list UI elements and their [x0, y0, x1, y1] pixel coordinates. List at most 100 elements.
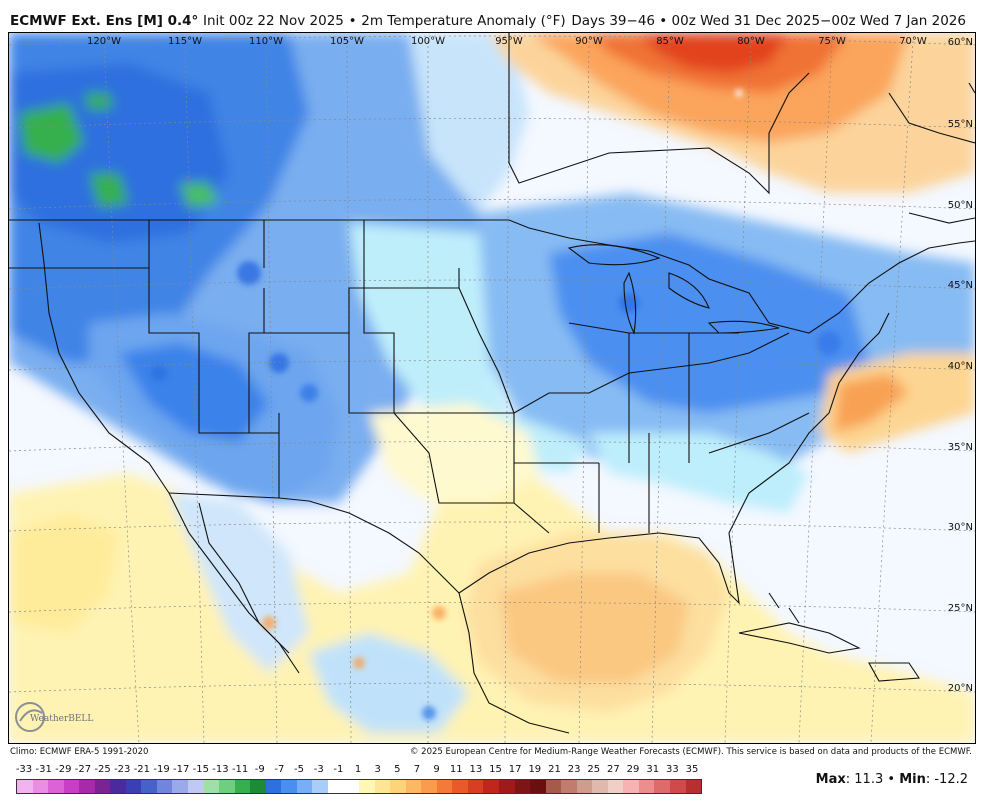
lat-label: 55°N — [948, 119, 973, 130]
colorbar-tick-label: 13 — [469, 764, 483, 775]
longitude-labels: 120°W 115°W 110°W 105°W 100°W 95°W 90°W … — [87, 36, 927, 47]
lat-label: 30°N — [948, 522, 973, 533]
init-time: Init 00z 22 Nov 2025 — [203, 13, 344, 29]
svg-text:WeatherBELL: WeatherBELL — [30, 714, 93, 724]
colorbar-swatch — [48, 780, 64, 793]
colorbar-swatch — [219, 780, 235, 793]
copyright-note: © 2025 European Centre for Medium-Range … — [409, 747, 972, 757]
lat-label: 50°N — [948, 200, 973, 211]
min-label: Min — [899, 772, 926, 787]
lat-label: 45°N — [948, 280, 973, 291]
colorbar-swatch — [669, 780, 686, 793]
valid-period: Days 39−46 • 00z Wed 31 Dec 2025−00z Wed… — [571, 13, 966, 29]
colorbar-swatch — [327, 780, 344, 793]
lat-label: 25°N — [948, 603, 973, 614]
max-min-readout: Max: 11.3 • Min: -12.2 — [815, 772, 968, 787]
colorbar-tick-label: -9 — [254, 764, 265, 775]
colorbar-tick-label: 27 — [607, 764, 620, 775]
colorbar-tick-label: 29 — [626, 764, 640, 775]
colorbar-swatch — [607, 780, 624, 793]
colorbar-tick-label: 11 — [449, 764, 463, 775]
lon-label: 105°W — [330, 36, 364, 47]
colorbar-swatch — [405, 780, 422, 793]
colorbar-tick-label: 9 — [433, 764, 440, 775]
model-name: ECMWF Ext. Ens [M] 0.4° — [10, 13, 199, 29]
colorbar-swatch — [436, 780, 453, 793]
colorbar-tick-label: -17 — [173, 764, 190, 775]
colorbar-tick-label: 21 — [548, 764, 561, 775]
colorbar-swatch — [483, 780, 499, 793]
colorbar-swatch — [530, 780, 546, 793]
colorbar-swatch — [359, 780, 375, 793]
field-name: 2m Temperature Anomaly (°F) — [361, 13, 566, 29]
colorbar-tick-label: 17 — [508, 764, 522, 775]
anomaly-detail — [151, 89, 841, 720]
lon-label: 120°W — [87, 36, 121, 47]
max-label: Max — [815, 772, 846, 787]
colorbar-swatch — [638, 780, 655, 793]
temperature-anomaly-map: 120°W 115°W 110°W 105°W 100°W 95°W 90°W … — [8, 32, 976, 744]
colorbar-swatch — [623, 780, 639, 793]
colorbar: -33 -31 -29 -27 -25 -23 -21 -19 -17 -15 -13 -11 -9 -7… — [16, 764, 706, 804]
colorbar-swatch — [203, 780, 220, 793]
colorbar-tick-label: 7 — [413, 764, 421, 775]
climo-note: Climo: ECMWF ERA-5 1991-2020 — [10, 747, 149, 757]
lon-label: 95°W — [495, 36, 523, 47]
colorbar-scale — [16, 779, 702, 794]
colorbar-tick-label: -1 — [333, 764, 344, 775]
lon-label: 80°W — [737, 36, 765, 47]
lon-label: 90°W — [575, 36, 603, 47]
lon-label: 100°W — [411, 36, 445, 47]
colorbar-swatch — [141, 780, 157, 793]
latitude-labels: 60°N 55°N 50°N 45°N 40°N 35°N 30°N 25°N … — [948, 37, 973, 694]
lon-label: 110°W — [249, 36, 283, 47]
anomaly-field — [9, 33, 975, 743]
colorbar-tick-label: -13 — [212, 764, 229, 775]
map-title: ECMWF Ext. Ens [M] 0.4° Init 00z 22 Nov … — [10, 13, 566, 29]
lat-label: 40°N — [948, 361, 973, 372]
colorbar-swatch — [576, 780, 593, 793]
colorbar-swatch — [281, 780, 297, 793]
colorbar-swatch — [265, 780, 282, 793]
max-value: 11.3 — [854, 772, 884, 787]
colorbar-swatch — [592, 780, 608, 793]
colorbar-tick-label: 23 — [567, 764, 581, 775]
lon-label: 115°W — [168, 36, 202, 47]
colorbar-swatch — [188, 780, 204, 793]
colorbar-tick-label: 1 — [354, 764, 362, 775]
colorbar-tick-label: -3 — [313, 764, 324, 775]
colorbar-swatch — [296, 780, 313, 793]
colorbar-tick-label: -21 — [133, 764, 151, 775]
colorbar-tick-label: -7 — [274, 764, 285, 775]
colorbar-swatch — [156, 780, 173, 793]
colorbar-tick-label: 35 — [685, 764, 699, 775]
colorbar-swatch — [561, 780, 577, 793]
colorbar-tick-label: -11 — [231, 764, 249, 775]
colorbar-tick-label: 31 — [646, 764, 660, 775]
political-boundaries — [9, 33, 975, 734]
colorbar-swatch — [250, 780, 266, 793]
colorbar-tick-label: -5 — [294, 764, 305, 775]
colorbar-tick-label: -31 — [35, 764, 52, 775]
colorbar-swatch — [125, 780, 142, 793]
colorbar-swatch — [94, 780, 111, 793]
colorbar-tick-label: 33 — [665, 764, 679, 775]
lon-label: 85°W — [656, 36, 684, 47]
colorbar-tick-label: 15 — [489, 764, 502, 775]
lat-label: 20°N — [948, 683, 973, 694]
colorbar-swatch — [234, 780, 251, 793]
colorbar-tick-label: 3 — [374, 764, 381, 775]
colorbar-tick-label: -25 — [94, 764, 111, 775]
min-value: -12.2 — [934, 772, 968, 787]
colorbar-swatch — [110, 780, 126, 793]
colorbar-tick-label: -27 — [74, 764, 92, 775]
colorbar-swatch — [498, 780, 515, 793]
colorbar-swatch — [654, 780, 670, 793]
colorbar-swatch — [545, 780, 562, 793]
colorbar-swatch — [421, 780, 437, 793]
map-canvas: 120°W 115°W 110°W 105°W 100°W 95°W 90°W … — [9, 33, 975, 743]
lon-label: 75°W — [818, 36, 846, 47]
colorbar-swatch — [390, 780, 406, 793]
colorbar-swatch — [312, 780, 328, 793]
map-header: ECMWF Ext. Ens [M] 0.4° Init 00z 22 Nov … — [0, 0, 984, 32]
